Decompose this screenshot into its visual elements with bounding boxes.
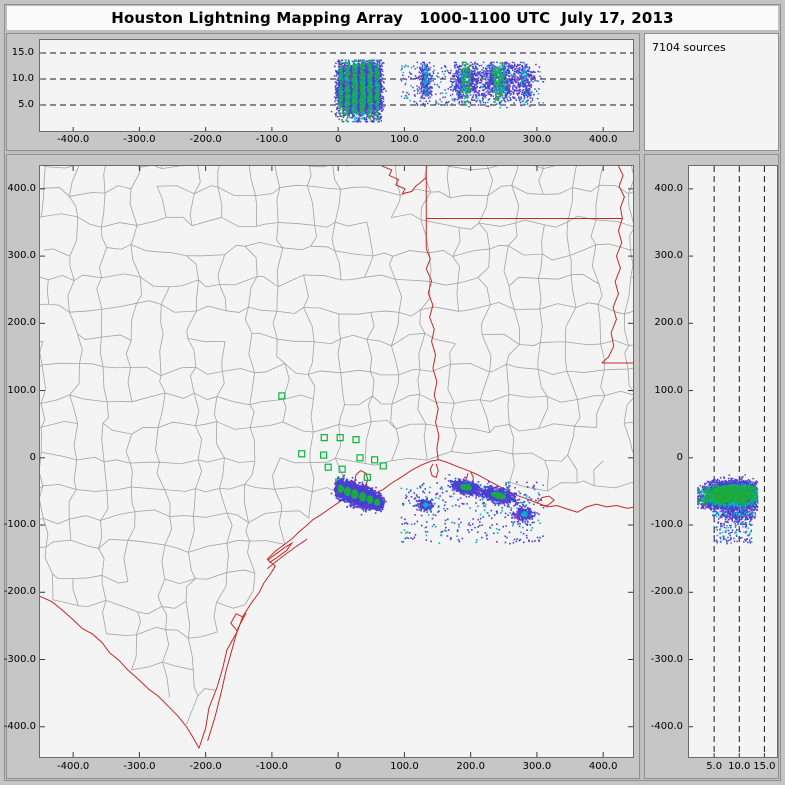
ns-y-tick-label: -100.0 <box>650 519 683 531</box>
plan-x-tick-label: 300.0 <box>522 761 552 772</box>
plan-y-tick-label: 100.0 <box>7 384 36 396</box>
ew-x-tick-label: 0 <box>334 134 342 145</box>
source-count-label: 7104 sources <box>652 41 726 54</box>
plan-x-tick-label: -300.0 <box>123 761 156 772</box>
plan-x-tick-label: 100.0 <box>390 761 419 772</box>
plan-y-tick-label: -200.0 <box>3 586 36 598</box>
ew-x-tick-label: 100.0 <box>390 134 419 145</box>
ns-altitude-canvas <box>689 166 777 757</box>
plan-view-canvas <box>40 166 633 757</box>
plan-y-tick-label: 200.0 <box>7 317 36 329</box>
panel-source-count: 7104 sources <box>644 33 779 151</box>
plan-x-tick-label: -400.0 <box>57 761 90 772</box>
plan-y-tick-label: 0 <box>29 451 36 463</box>
ew-x-tick-label: 400.0 <box>588 134 618 145</box>
plan-x-tick-label: -100.0 <box>255 761 289 772</box>
plan-x-tick-label: -200.0 <box>189 761 222 772</box>
ns-alt-tick-label: 5.0 <box>706 761 723 772</box>
ew-x-tick-label: 300.0 <box>522 134 552 145</box>
plan-y-tick-label: 300.0 <box>7 250 36 262</box>
ns-y-tick-label: 400.0 <box>654 182 683 194</box>
plan-y-tick-label: 400.0 <box>7 182 36 194</box>
ns-alt-tick-label: 10.0 <box>728 761 751 772</box>
title-bar: Houston Lightning Mapping Array 1000-110… <box>6 5 779 31</box>
page-title: Houston Lightning Mapping Array 1000-110… <box>111 9 674 27</box>
ns-y-tick-label: 300.0 <box>654 250 683 262</box>
plan-x-tick-label: 0 <box>334 761 342 772</box>
ew-x-tick-label: -300.0 <box>123 134 156 145</box>
ns-y-tick-label: 200.0 <box>654 317 683 329</box>
ew-alt-tick-label: 10.0 <box>11 73 34 84</box>
ew-x-tick-label: 200.0 <box>456 134 485 145</box>
plan-y-tick-label: -300.0 <box>3 653 36 665</box>
plan-y-tick-label: -100.0 <box>3 519 36 531</box>
ns-y-tick-label: -200.0 <box>650 586 683 598</box>
ew-x-tick-label: -100.0 <box>255 134 289 145</box>
ew-alt-tick-label: 15.0 <box>11 47 34 58</box>
ew-altitude-canvas <box>40 40 633 131</box>
ns-y-tick-label: -400.0 <box>650 720 683 732</box>
ns-y-tick-label: 0 <box>676 451 683 463</box>
plan-x-tick-label: 200.0 <box>456 761 485 772</box>
plan-y-tick-label: -400.0 <box>3 720 36 732</box>
plan-x-tick-label: 400.0 <box>588 761 618 772</box>
ns-y-tick-label: -300.0 <box>650 653 683 665</box>
ew-x-tick-label: -400.0 <box>57 134 90 145</box>
ns-alt-tick-label: 15.0 <box>753 761 776 772</box>
ew-x-tick-label: -200.0 <box>189 134 222 145</box>
ew-alt-tick-label: 5.0 <box>18 99 34 110</box>
ns-y-tick-label: 100.0 <box>654 384 683 396</box>
